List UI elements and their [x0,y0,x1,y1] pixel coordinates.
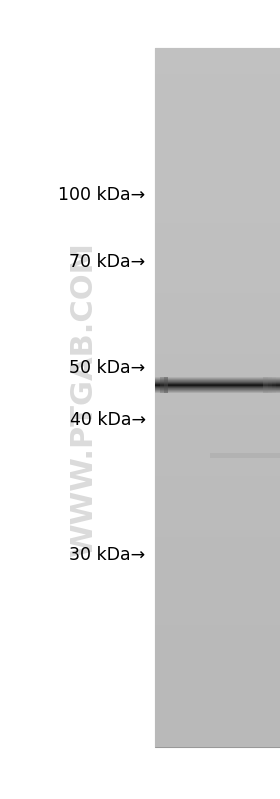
Bar [155,467,280,476]
Bar [155,590,280,598]
Text: 30 kDa→: 30 kDa→ [69,546,146,564]
Bar [155,563,280,572]
Bar [155,188,280,197]
Bar [155,503,280,511]
Bar [155,57,280,66]
Bar [155,494,280,503]
Bar [155,48,280,57]
Bar [155,66,280,74]
Bar [155,197,280,205]
Bar [155,598,280,607]
Bar [155,328,280,336]
Bar [155,642,280,651]
Bar [155,729,280,738]
Bar [155,266,280,275]
Bar [155,703,280,712]
Bar [155,284,280,292]
Bar [155,48,280,747]
Bar [155,301,280,310]
Bar [155,441,280,450]
Bar [155,607,280,616]
Bar [155,459,280,467]
Bar [210,452,280,458]
Bar [155,153,280,161]
Bar [155,310,280,319]
Bar [155,721,280,729]
Bar [155,529,280,538]
Bar [155,450,280,459]
Bar [155,423,280,432]
Bar [155,476,280,485]
Text: 50 kDa→: 50 kDa→ [69,359,146,377]
Bar [276,377,280,393]
Bar [155,572,280,581]
Bar [155,232,280,240]
Bar [155,432,280,441]
Bar [155,677,280,686]
Bar [160,377,164,393]
Bar [155,397,280,406]
Bar [155,712,280,721]
Bar [155,651,280,660]
Bar [155,738,280,747]
Bar [268,377,272,393]
Bar [155,144,280,153]
Bar [155,135,280,144]
Bar [155,625,280,634]
Bar [155,485,280,494]
Bar [164,377,168,393]
Bar [155,546,280,555]
Bar [155,380,280,389]
Bar [155,83,280,92]
Bar [155,179,280,188]
Bar [155,555,280,563]
Bar [155,205,280,214]
Bar [155,581,280,590]
Text: 40 kDa→: 40 kDa→ [70,411,146,429]
Bar [155,669,280,677]
Bar [155,389,280,397]
Bar [155,694,280,703]
Bar [155,336,280,345]
Bar [155,170,280,179]
Bar [155,319,280,328]
Bar [155,214,280,223]
Bar [155,240,280,249]
Bar [155,223,280,232]
Bar [155,117,280,126]
Bar [155,634,280,642]
Bar [155,92,280,101]
Bar [155,686,280,694]
Bar [155,660,280,669]
Bar [155,415,280,423]
Text: WWW.PTGAB.COM: WWW.PTGAB.COM [69,242,99,557]
Bar [155,161,280,170]
Bar [155,520,280,529]
Bar [263,377,267,393]
Bar [155,616,280,625]
Bar [155,126,280,135]
Bar [155,74,280,83]
Bar [155,345,280,354]
Bar [155,275,280,284]
Text: 70 kDa→: 70 kDa→ [69,253,146,271]
Bar [155,354,280,363]
Bar [155,101,280,109]
Bar [155,537,280,546]
Bar [155,109,280,118]
Bar [155,406,280,415]
Bar [155,292,280,301]
Text: 100 kDa→: 100 kDa→ [59,186,146,204]
Bar [155,372,280,380]
Bar [155,363,280,372]
Bar [155,249,280,257]
Bar [272,377,276,393]
Bar [155,257,280,266]
Bar [155,511,280,520]
